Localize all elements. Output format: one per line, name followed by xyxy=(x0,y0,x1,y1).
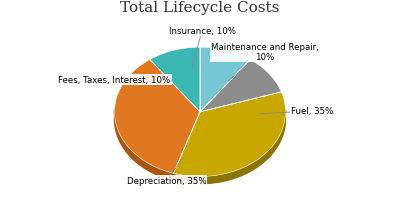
Text: Fees, Taxes, Interest, 10%: Fees, Taxes, Interest, 10% xyxy=(58,76,171,87)
Polygon shape xyxy=(150,48,200,112)
Polygon shape xyxy=(114,109,174,181)
Polygon shape xyxy=(174,109,286,184)
Text: Depreciation, 35%: Depreciation, 35% xyxy=(127,158,206,185)
Polygon shape xyxy=(200,60,281,112)
Polygon shape xyxy=(114,60,200,173)
Polygon shape xyxy=(174,92,286,177)
Title: Total Lifecycle Costs: Total Lifecycle Costs xyxy=(120,1,280,15)
Text: Maintenance and Repair,
10%: Maintenance and Repair, 10% xyxy=(211,42,318,82)
Polygon shape xyxy=(200,48,250,112)
Text: Insurance, 10%: Insurance, 10% xyxy=(168,27,236,67)
Text: Fuel, 35%: Fuel, 35% xyxy=(260,107,334,116)
